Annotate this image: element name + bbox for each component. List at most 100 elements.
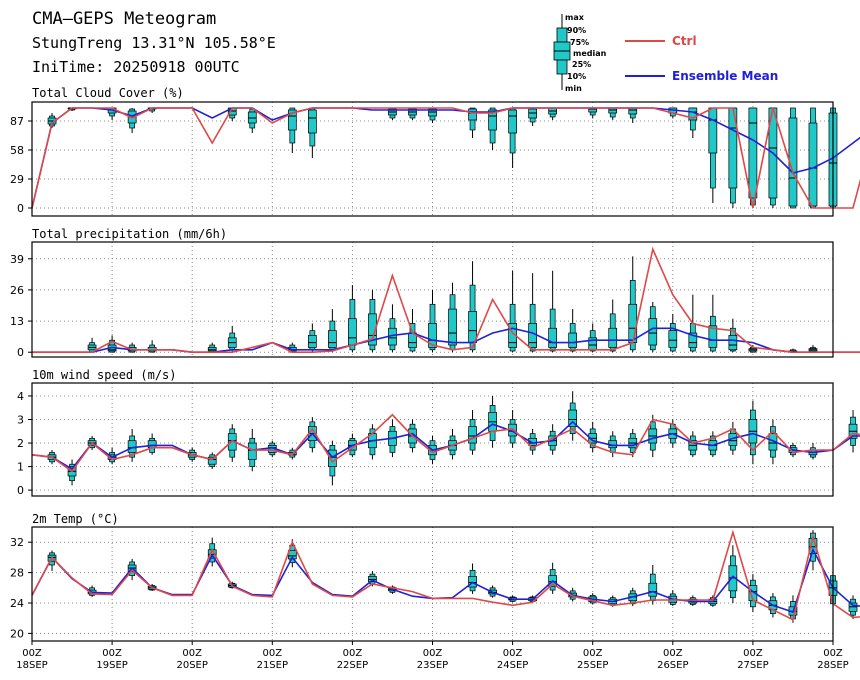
ensemble-box [388,304,397,353]
ensemble-box [448,282,457,353]
x-tick-date: 25SEP [577,660,608,671]
legend-ctrl-label: Ctrl [672,34,697,48]
ensemble-box [368,289,377,353]
x-tick-date: 22SEP [337,660,368,671]
panel-wind: 0 1 2 3 4 [17,382,860,497]
y-tick-label: 28 [10,567,24,580]
y-tick-label: 26 [10,284,24,297]
x-tick-time: 00Z [102,648,122,659]
x-tick-time: 00Z [663,648,683,659]
ensemble-box [147,433,157,455]
x-tick-date: 19SEP [96,660,127,671]
ensemble-box [308,107,317,158]
ensemble-box [468,261,477,353]
ensemble-box [568,309,578,353]
y-tick-label: 24 [10,597,24,610]
ensemble-box [107,335,117,353]
y-tick-label: 4 [17,390,24,403]
legend-p90: 90% [567,26,586,35]
ensemble-box [528,273,537,353]
ensemble-box [748,400,758,465]
ensemble-box [588,107,598,118]
legend-mean-label: Ensemble Mean [672,69,778,83]
y-tick-label: 0 [17,484,24,497]
ensemble-box [628,428,638,458]
ensemble-box [328,309,337,353]
ctrl-line [32,246,860,353]
ctrl-line [31,107,860,209]
x-tick-time: 00Z [503,648,523,659]
y-tick-label: 1 [17,461,24,474]
x-tick-time: 00Z [823,648,843,659]
ensemble-box [648,414,658,458]
y-tick-label: 29 [10,173,24,186]
y-tick-label: 39 [10,253,24,266]
ensemble-box [628,107,638,123]
legend-max: max [565,13,585,22]
x-tick-time: 00Z [743,648,763,659]
ctrl-line [31,413,860,473]
ensemble-box [628,256,638,353]
ensemble-box [468,563,477,594]
ensemble-box [728,545,738,603]
x-tick-date: 28SEP [817,660,848,671]
ensemble-box [608,107,618,120]
ensemble-box [848,595,858,619]
ensemble-box [788,107,798,209]
ensemble-box [648,301,658,353]
panel-frame [31,241,834,358]
ensemble-box [127,428,137,462]
ensemble-box [428,289,437,353]
ensemble-box [808,345,818,353]
ensemble-box [247,108,257,133]
panel-frame [31,101,834,217]
panel-precip: 0 13 26 39 [10,241,860,359]
x-tick-time: 00Z [22,648,42,659]
y-tick-label: 0 [17,202,24,215]
y-tick-label: 0 [17,346,24,359]
x-tick-date: 24SEP [497,660,528,671]
x-tick-time: 00Z [182,648,202,659]
ensemble-box [508,270,517,353]
legend: max 90% 75% median 25% 10% min Ctrl Ense… [553,13,778,93]
ctrl-line [31,529,860,621]
panel-temp: 20 24 28 32 [10,526,860,642]
x-tick-time: 00Z [423,648,443,659]
y-tick-label: 32 [10,536,24,549]
legend-p25: 25% [572,60,591,69]
ensemble-box [708,294,718,353]
y-tick-label: 13 [10,315,24,328]
location-label: StungTreng 13.31°N 105.58°E [32,34,276,52]
ensemble-box [207,342,217,353]
y-tick-label: 58 [10,144,24,157]
ensemble-box [548,562,558,594]
ensemble-box [508,107,517,168]
init-time-label: IniTime: 20250918 00UTC [32,58,240,76]
panel-cloud: 0 29 58 87 [10,101,860,217]
ensemble-box [668,313,678,353]
ensemble-box [67,459,77,486]
x-axis: 00Z18SEP00Z19SEP00Z20SEP00Z21SEP00Z22SEP… [16,641,849,671]
y-tick-label: 20 [10,627,24,640]
x-tick-date: 23SEP [417,660,448,671]
ensemble-box [548,107,558,120]
ensemble-box [588,323,598,353]
x-tick-date: 21SEP [257,660,288,671]
ensemble-box [808,107,818,209]
ensemble-box [568,391,578,441]
ensemble-box [308,323,317,353]
panel-title-temp: 2m Temp (°C) [32,512,119,526]
x-tick-time: 00Z [343,648,363,659]
legend-median: median [573,49,607,58]
ensemble-box [227,325,237,353]
ensemble-box [528,107,537,126]
ensemble-box [127,108,137,133]
panel-frame [31,382,834,497]
y-tick-label: 3 [17,413,24,426]
x-tick-time: 00Z [583,648,603,659]
ensemble-box [348,285,357,353]
ensemble-box [548,270,558,353]
x-tick-date: 26SEP [657,660,688,671]
ensemble-box [608,299,618,353]
x-tick-date: 18SEP [16,660,47,671]
